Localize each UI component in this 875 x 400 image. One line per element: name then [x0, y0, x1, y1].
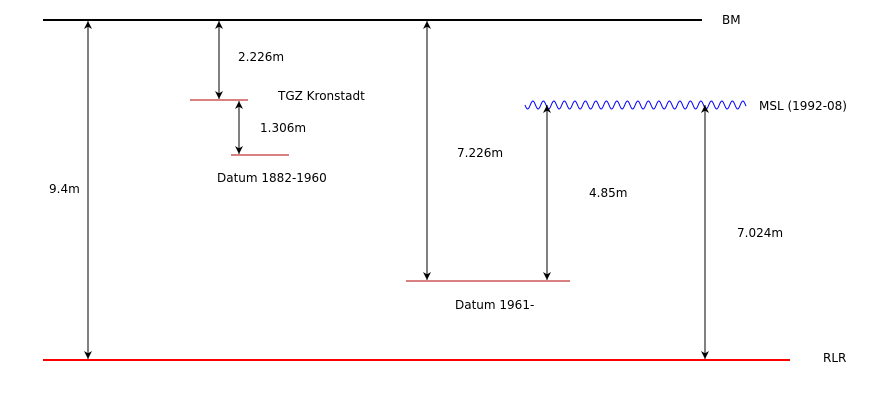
- label-datum-1882: Datum 1882-1960: [217, 171, 327, 185]
- label-bm: BM: [722, 13, 741, 27]
- offset-bm-to-tgz: 2.226m: [238, 50, 284, 64]
- label-tgz-kronstadt: TGZ Kronstadt: [277, 89, 365, 103]
- offset-bm-to-datum-1961: 7.226m: [457, 146, 503, 160]
- offset-bm-to-rlr: 9.4m: [49, 182, 80, 196]
- offset-tgz-to-datum-1882: 1.306m: [260, 121, 306, 135]
- msl-wave: [524, 100, 747, 110]
- label-datum-1961: Datum 1961-: [455, 298, 534, 312]
- offset-msl-to-rlr: 7.024m: [737, 226, 783, 240]
- label-msl: MSL (1992-08): [759, 99, 847, 113]
- offset-datum-1961-to-msl: 4.85m: [589, 186, 627, 200]
- label-rlr: RLR: [823, 351, 846, 365]
